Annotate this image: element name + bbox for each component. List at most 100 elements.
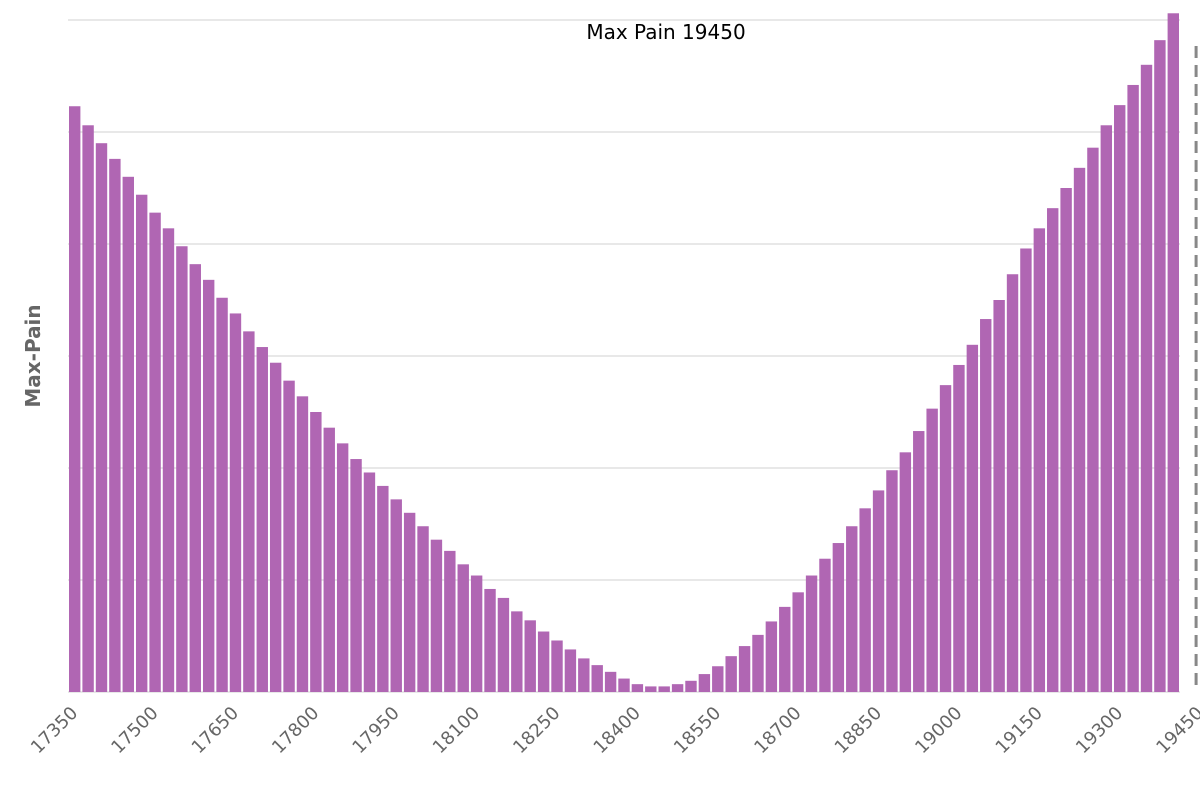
bar [390, 499, 402, 692]
bar [966, 344, 979, 692]
bar [323, 427, 335, 692]
x-tick-label: 17950 [348, 703, 403, 758]
bar [350, 459, 362, 692]
bar [1114, 105, 1126, 693]
bar [752, 634, 764, 692]
bar [886, 470, 898, 692]
bar [725, 656, 737, 692]
bar [444, 550, 456, 692]
bar [377, 485, 389, 692]
bar [336, 443, 349, 692]
bar [765, 621, 778, 692]
bar [1127, 84, 1139, 692]
bar [939, 385, 952, 692]
bar [403, 512, 416, 692]
bar [417, 526, 429, 692]
bar [82, 125, 94, 692]
bar [712, 666, 724, 692]
bar [564, 649, 577, 692]
bar [283, 380, 295, 692]
y-axis-label: Max-Pain [21, 304, 45, 407]
bar [1060, 188, 1072, 692]
bar [537, 631, 550, 692]
bar [926, 408, 938, 692]
bar [993, 300, 1005, 692]
bar [1087, 147, 1099, 692]
bar [658, 686, 670, 692]
x-tick-label: 19150 [992, 703, 1047, 758]
bar [685, 680, 697, 692]
bar [779, 606, 791, 692]
bar [69, 106, 81, 693]
bar [269, 362, 282, 692]
bar [832, 543, 845, 692]
x-tick-label: 18550 [670, 703, 725, 758]
x-tick-label: 18400 [590, 703, 645, 758]
bar [1006, 274, 1019, 692]
max-pain-annotation: Max Pain 19450 [586, 20, 745, 44]
x-tick-labels: 17350 17500 17650 17800 17950 18100 18250 18400… [27, 703, 1200, 758]
x-tick-label: 17800 [268, 703, 323, 758]
bar [1154, 40, 1166, 693]
bar [1073, 167, 1086, 693]
bar [216, 297, 228, 692]
bar [859, 508, 871, 692]
bar [511, 611, 523, 692]
bar [1167, 13, 1179, 692]
x-tick-label: 17650 [188, 703, 243, 758]
bar [95, 143, 108, 692]
x-tick-label: 19000 [911, 703, 966, 758]
x-tick-label: 17500 [107, 703, 162, 758]
bar [484, 588, 496, 692]
bar [805, 575, 818, 692]
bar [819, 558, 831, 692]
x-tick-label: 18700 [750, 703, 805, 758]
bar [645, 686, 657, 692]
x-tick-label: 18850 [831, 703, 886, 758]
bar [792, 592, 804, 692]
bar [256, 347, 268, 692]
bar [135, 194, 148, 692]
bar [1047, 208, 1059, 692]
bar [618, 678, 630, 692]
bar [149, 212, 161, 692]
bar [872, 490, 885, 692]
bar [243, 331, 255, 692]
bar [631, 684, 644, 692]
bar [578, 658, 590, 692]
bar [229, 313, 242, 692]
x-tick-label: 17350 [27, 703, 82, 758]
x-tick-label: 19450 [1152, 703, 1200, 758]
bar [1100, 125, 1113, 692]
bar [363, 472, 376, 692]
bar [457, 564, 469, 692]
bar [430, 539, 443, 692]
bar [202, 279, 215, 692]
bar [1033, 228, 1046, 692]
bar [524, 620, 536, 692]
bar [162, 228, 175, 692]
bar [189, 264, 201, 692]
bar [913, 431, 925, 692]
bar [122, 176, 134, 693]
bars [69, 13, 1179, 693]
bar [953, 364, 965, 692]
bar [899, 452, 912, 692]
bar [296, 396, 309, 692]
bar [604, 671, 617, 692]
bar [176, 246, 188, 693]
x-tick-label: 19300 [1072, 703, 1127, 758]
bar [497, 597, 510, 692]
bar [1020, 248, 1032, 693]
bar [671, 684, 684, 692]
x-tick-label: 18250 [509, 703, 564, 758]
bar [1140, 64, 1153, 693]
bar [698, 674, 711, 692]
bar [846, 526, 858, 692]
bar [310, 412, 322, 692]
bar [591, 665, 603, 692]
x-tick-label: 18100 [429, 703, 484, 758]
bar [109, 158, 121, 692]
bar [470, 575, 483, 692]
